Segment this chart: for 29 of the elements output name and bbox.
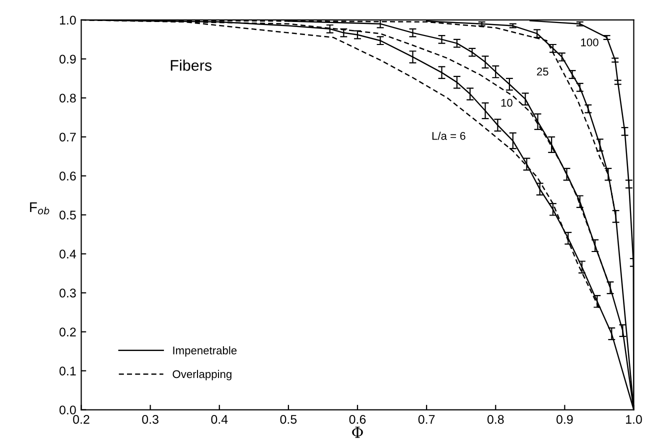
x-tick-label: 0.3 (142, 414, 158, 424)
y-tick-label: 0.0 (60, 406, 76, 414)
x-tick-label: 0.4 (211, 414, 228, 424)
y-tick-label: 0.7 (60, 132, 76, 142)
x-tick-label: 0.9 (556, 414, 573, 424)
y-tick-label: 0.8 (60, 94, 76, 103)
y-axis-title: F$_{ob}$ (30, 202, 50, 214)
annotation: Fibers (170, 60, 212, 71)
annotation: 25 (536, 68, 548, 76)
x-tick-label: 0.7 (418, 414, 435, 424)
annotation: L/a = 6 (432, 132, 466, 140)
y-tick-label: 0.4 (60, 250, 76, 258)
y-tick-label: 0.6 (60, 172, 76, 181)
x-axis-title: Φ (352, 426, 363, 438)
x-tick-label: 0.6 (349, 414, 366, 424)
y-tick-label: 0.3 (60, 288, 76, 298)
annotation: 100 (581, 38, 598, 46)
y-tick-label: 0.5 (60, 210, 76, 220)
legend-label: Overlapping (172, 370, 232, 380)
y-tick-label: 0.2 (60, 328, 76, 336)
y-tick-label: 0.9 (60, 54, 76, 64)
x-tick-label: 0.2 (73, 414, 90, 424)
y-tick-label: 1.0 (60, 16, 76, 25)
x-tick-label: 0.8 (487, 414, 504, 424)
annotation: 10 (501, 98, 512, 107)
x-tick-label: 1.0 (626, 414, 642, 424)
x-tick-label: 0.5 (280, 414, 297, 424)
y-tick-label: 0.1 (60, 366, 76, 376)
legend-label: Impenetrable (173, 346, 237, 357)
